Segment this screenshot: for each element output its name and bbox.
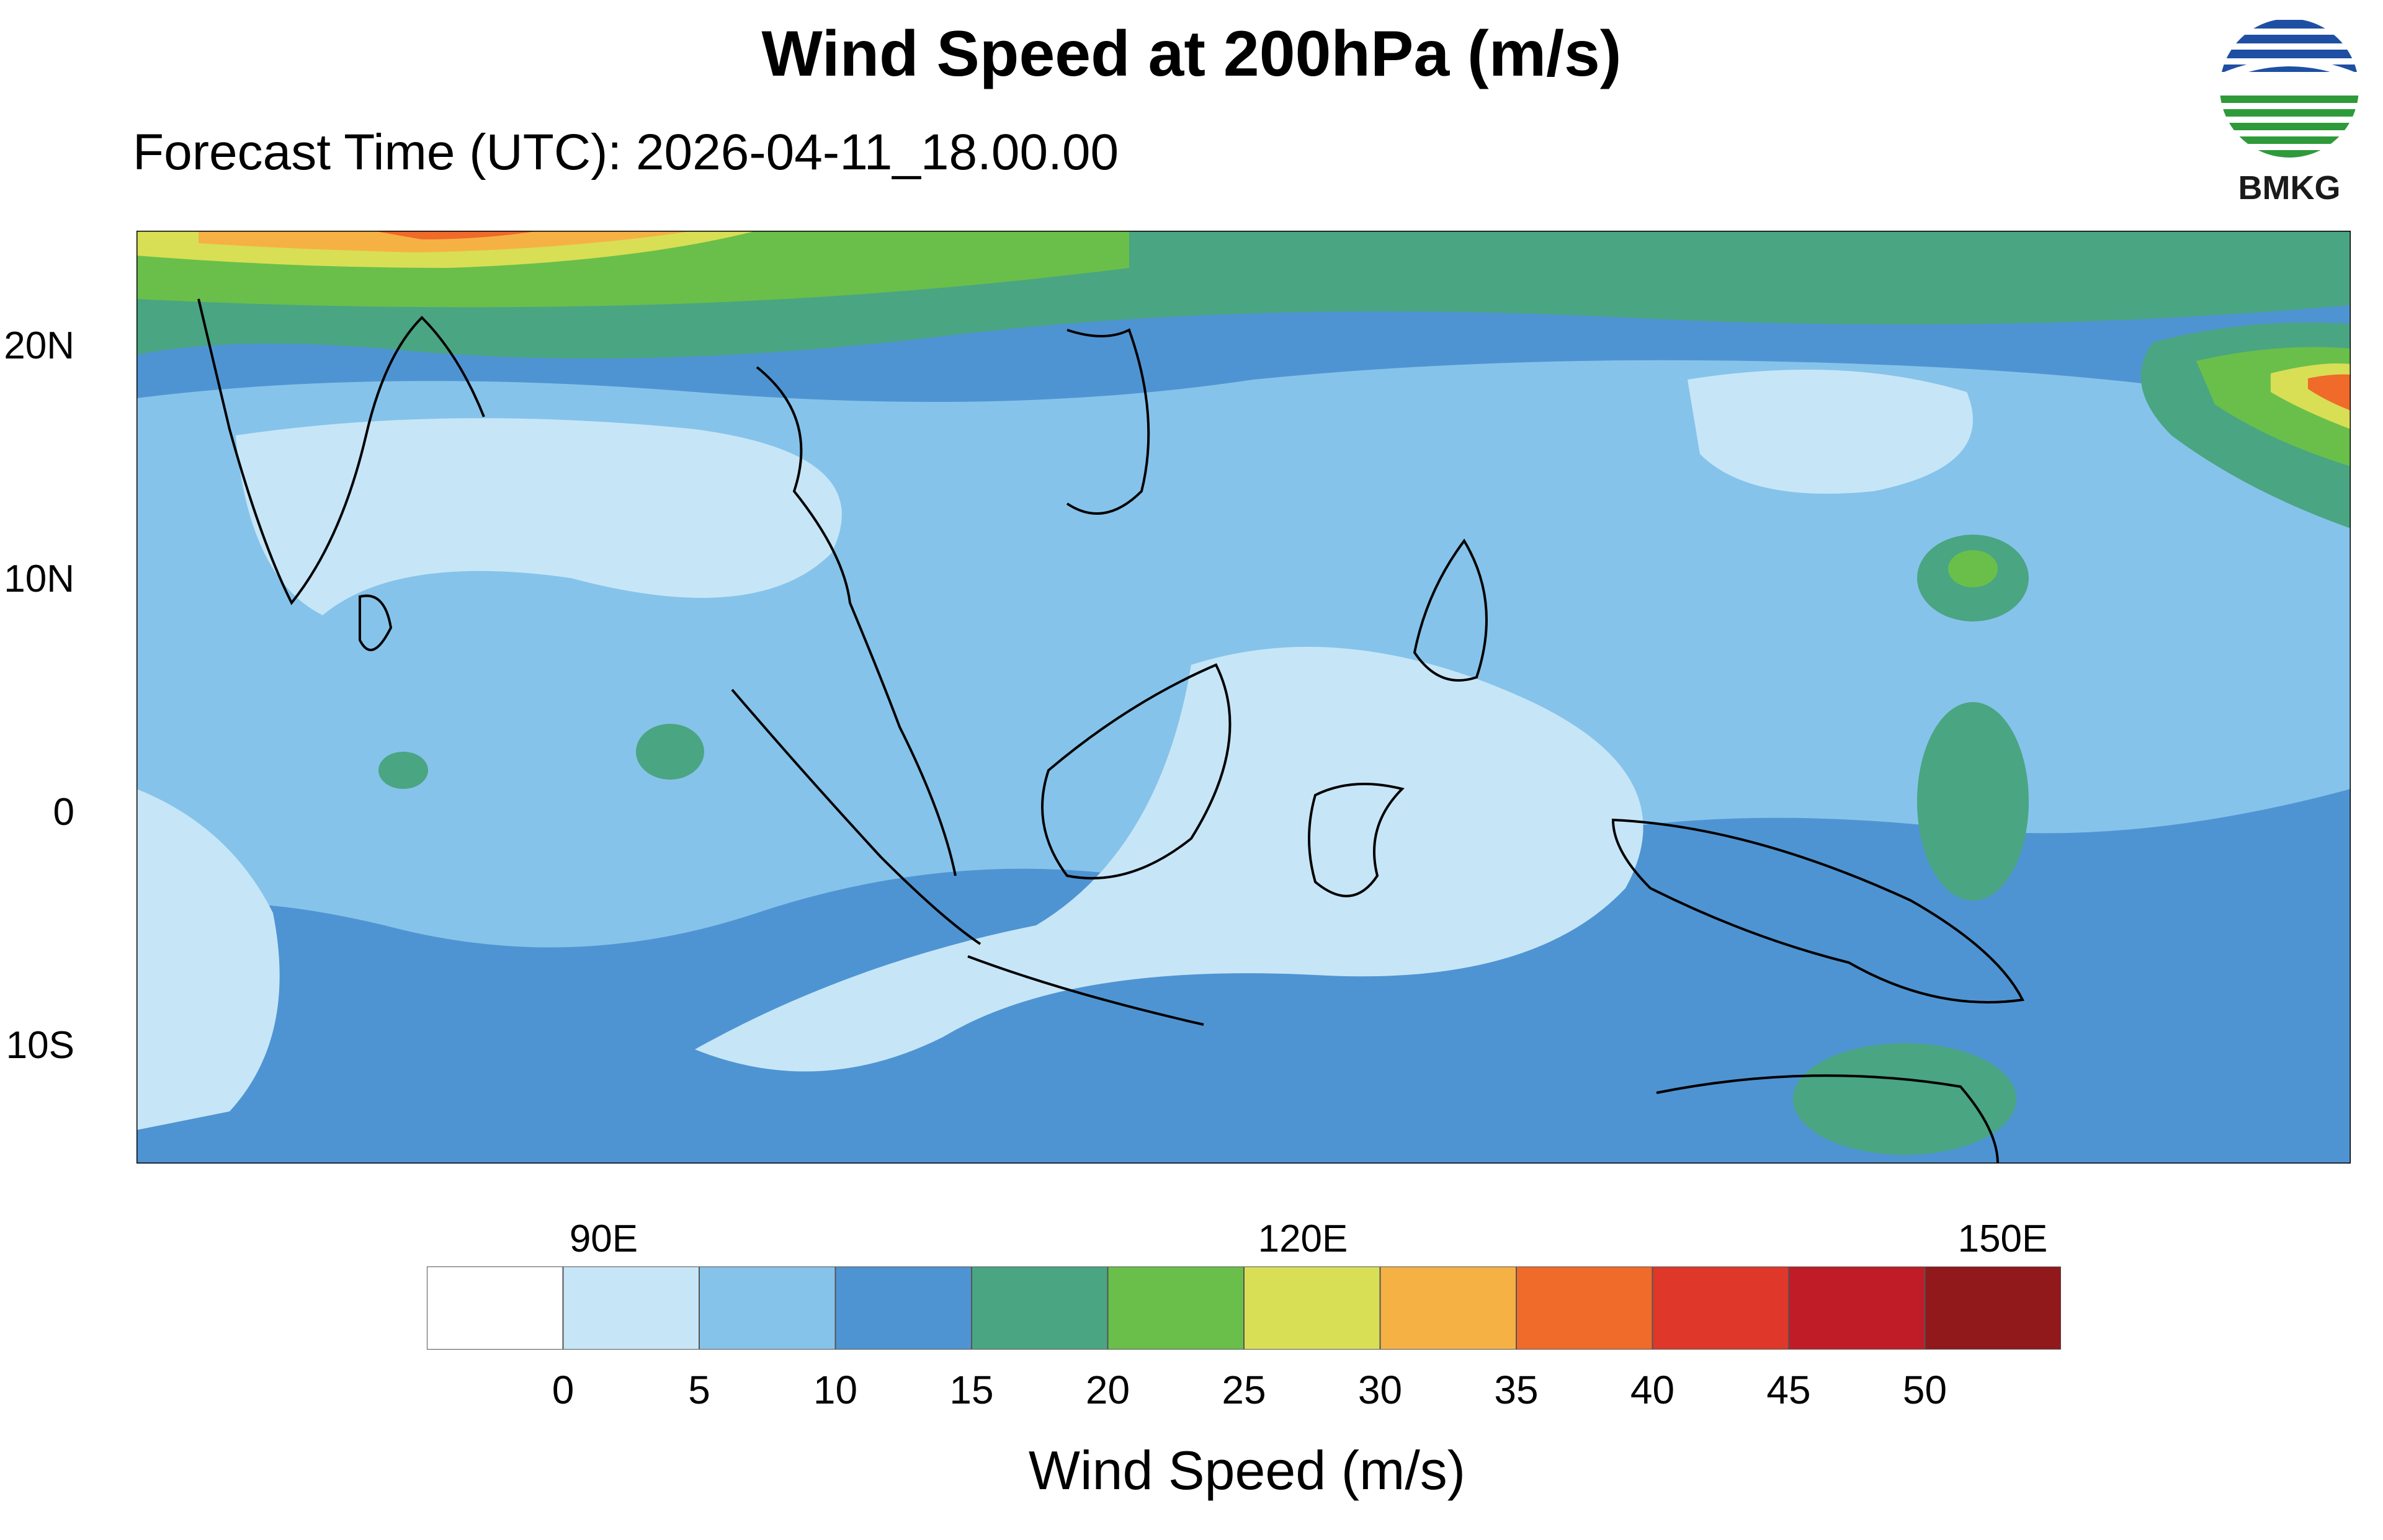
colorbar-swatch [1379,1266,1517,1350]
colorbar-tick-label: 10 [813,1368,858,1412]
field-35-40-ne [2308,374,2351,411]
bmkg-logo: BMKG [2209,14,2370,212]
field-0-5-west [136,789,280,1130]
colorbar-swatch [699,1266,836,1350]
colorbar-tick-label: 15 [949,1368,994,1412]
colorbar-title: Wind Speed (m/s) [1028,1440,1466,1501]
field-0-5-india [236,418,842,615]
colorbar-swatch [1516,1266,1653,1350]
colorbar-swatch [1652,1266,1789,1350]
patch-15-20 [378,752,428,789]
field-30-35-north [199,231,695,252]
patch-15-20 [1917,702,2029,901]
colorbar-tick-label: 40 [1630,1368,1675,1412]
colorbar-swatch [1788,1266,1926,1350]
colorbar-tick-label: 45 [1766,1368,1811,1412]
colorbar-tick-label: 20 [1085,1368,1130,1412]
colorbar-tick-label: 25 [1222,1368,1266,1412]
colorbar-tick-label: 30 [1357,1368,1403,1412]
lat-label-10n: 10N [4,558,74,600]
colorbar-swatch [426,1266,564,1350]
map-panel [119,229,2352,1165]
patch-20-25 [1948,550,1998,587]
patch-15-20 [636,724,704,780]
bmkg-emblem-icon [2220,19,2359,158]
colorbar-swatches [426,1266,2062,1350]
colorbar-tick-label: 5 [688,1368,710,1412]
forecast-time: Forecast Time (UTC): 2026-04-11_18.00.00 [133,124,1119,180]
colorbar-swatch [1107,1266,1245,1350]
lat-label-eq: 0 [53,791,74,834]
coastlines [197,298,2025,1164]
logo-text: BMKG [2238,169,2341,207]
colorbar-swatch [1924,1266,2062,1350]
chart-title: Wind Speed at 200hPa (m/s) [761,18,1622,90]
lat-label-20n: 20N [4,324,74,367]
colorbar-swatch [834,1266,972,1350]
field-0-5-indonesia [695,646,1643,1072]
patch-15-20-aus [1793,1043,2016,1155]
lon-label-120e: 120E [1258,1217,1348,1260]
field-0-5-pacific [1688,370,1973,494]
wind-speed-map [119,229,2352,1165]
colorbar-swatch [1243,1266,1381,1350]
lon-label-90e: 90E [569,1217,638,1260]
colorbar [426,1266,2062,1350]
field-35-40-north [372,231,540,239]
lat-label-10s: 10S [6,1024,74,1067]
colorbar-tick-label: 35 [1494,1368,1539,1412]
colorbar-tick-label: 50 [1902,1368,1947,1412]
colorbar-tick-label: 0 [552,1368,575,1412]
colorbar-swatch [971,1266,1109,1350]
colorbar-swatch [562,1266,700,1350]
lon-label-150e: 150E [1957,1217,2048,1260]
